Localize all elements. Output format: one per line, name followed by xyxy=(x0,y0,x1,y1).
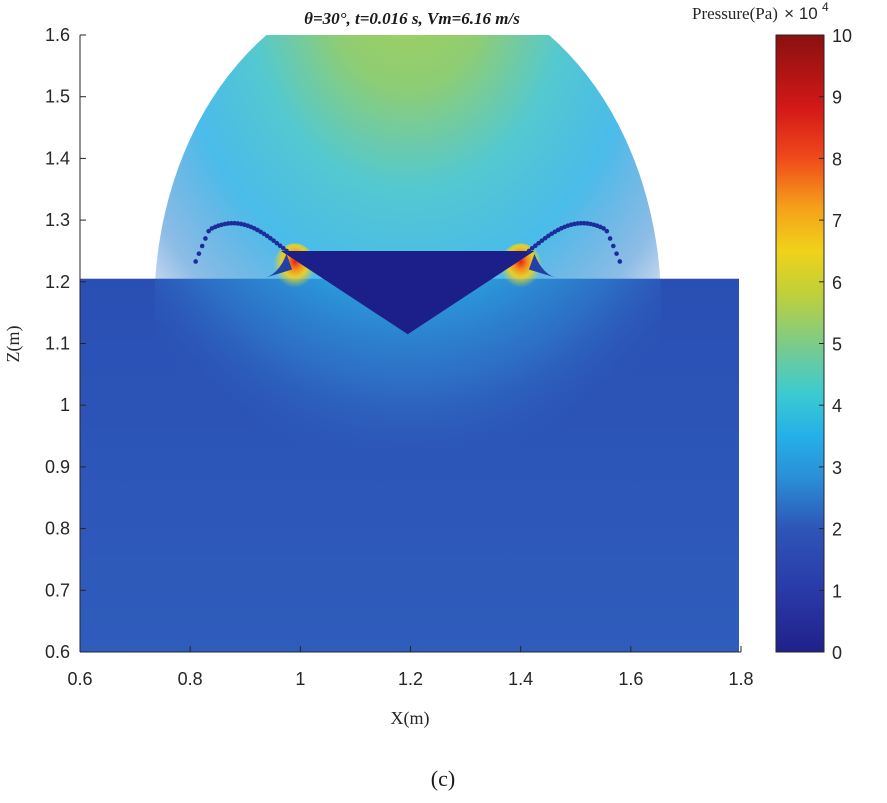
colorbar-tick-label-4: 4 xyxy=(832,396,842,416)
x-tick-label-6: 1.8 xyxy=(728,669,753,689)
x-tick-label-5: 1.6 xyxy=(618,669,643,689)
y-tick-label-8: 1.4 xyxy=(45,148,70,168)
jet-root-right xyxy=(528,254,560,279)
colorbar-tick-label-1: 1 xyxy=(832,581,842,601)
y-tick-label-1: 0.7 xyxy=(45,580,70,600)
colorbar-tick-label-3: 3 xyxy=(832,458,842,478)
y-tick-label-2: 0.8 xyxy=(45,519,70,539)
spray-right-4 xyxy=(539,238,545,243)
spray-right-5 xyxy=(542,235,548,241)
chart-title: θ=30°, t=0.016 s, Vm=6.16 m/s xyxy=(304,9,520,28)
spray-right-2 xyxy=(533,243,538,248)
x-tick-label-0: 0.6 xyxy=(67,669,92,689)
y-tick-label-9: 1.5 xyxy=(45,87,70,107)
colorbar-tick-label-7: 7 xyxy=(832,211,842,231)
x-tick-label-2: 1 xyxy=(295,669,305,689)
spray-left-24 xyxy=(206,228,211,234)
colorbar xyxy=(775,34,825,653)
spray-left-5 xyxy=(268,235,273,241)
x-tick-label-3: 1.2 xyxy=(398,669,423,689)
spray-right-28 xyxy=(617,259,623,264)
spray-right-0 xyxy=(526,248,532,254)
spray-left-28 xyxy=(193,259,198,264)
y-tick-label-6: 1.2 xyxy=(45,272,70,292)
y-tick-label-5: 1.1 xyxy=(45,334,70,354)
spray-left-26 xyxy=(199,243,205,249)
spray-left-1 xyxy=(281,246,286,251)
colorbar-tick-label-5: 5 xyxy=(832,335,842,355)
x-axis-ticks: 0.6 0.8 1 1.2 1.4 1.6 1.8 xyxy=(67,646,754,689)
y-tick-label-10: 1.6 xyxy=(45,25,70,45)
y-tick-label-4: 1 xyxy=(60,395,70,415)
spray-left-23 xyxy=(209,226,215,231)
y-tick-label-7: 1.3 xyxy=(45,210,70,230)
spray-right-3 xyxy=(536,240,541,246)
plot-area xyxy=(80,35,739,652)
spray-left-0 xyxy=(284,248,289,254)
jet-root-left xyxy=(261,254,293,279)
y-axis-ticks: 0.6 0.7 0.8 0.9 1 1.1 1.2 1.3 1.4 1.5 1.6 xyxy=(45,25,86,662)
spray-right-1 xyxy=(529,246,535,251)
spray-right-26 xyxy=(611,243,616,249)
spray-left-4 xyxy=(271,238,276,243)
spray-left-16 xyxy=(232,220,237,226)
colorbar-tick-label-6: 6 xyxy=(832,273,842,293)
colorbar-tick-label-0: 0 xyxy=(832,643,842,663)
x-tick-label-1: 0.8 xyxy=(178,669,203,689)
colorbar-tick-label-10: 10 xyxy=(832,26,852,46)
x-axis-label: X(m) xyxy=(391,708,430,729)
spray-right-27 xyxy=(614,251,619,256)
colorbar-tick-label-8: 8 xyxy=(832,149,842,169)
figure-caption: (c) xyxy=(431,766,455,791)
spray-left-2 xyxy=(277,243,283,248)
colorbar-exponent: 4 xyxy=(822,0,829,14)
colorbar-label: Pressure(Pa) × 10 4 xyxy=(692,0,829,23)
colorbar-tick-label-9: 9 xyxy=(832,88,842,108)
x-tick-label-4: 1.4 xyxy=(508,669,533,689)
spray-right-24 xyxy=(604,228,610,234)
spray-right-6 xyxy=(546,233,551,239)
spray-droplets xyxy=(193,220,623,264)
spray-left-25 xyxy=(203,236,208,241)
spray-right-23 xyxy=(601,226,606,231)
y-axis-label: Z(m) xyxy=(3,326,24,363)
colorbar-label-text: Pressure(Pa) xyxy=(692,4,778,23)
colorbar-multiplier: × 10 xyxy=(784,4,818,23)
y-tick-label-0: 0.6 xyxy=(45,642,70,662)
spray-right-16 xyxy=(578,220,584,226)
colorbar-ticks: 0 1 2 3 4 5 6 7 8 9 10 xyxy=(819,26,852,663)
spray-left-3 xyxy=(274,240,280,246)
wedge-body xyxy=(281,250,535,335)
y-tick-label-3: 0.9 xyxy=(45,457,70,477)
spray-right-25 xyxy=(607,236,613,241)
colorbar-tick-label-2: 2 xyxy=(832,520,842,540)
spray-left-6 xyxy=(264,233,270,239)
spray-left-27 xyxy=(196,251,202,256)
